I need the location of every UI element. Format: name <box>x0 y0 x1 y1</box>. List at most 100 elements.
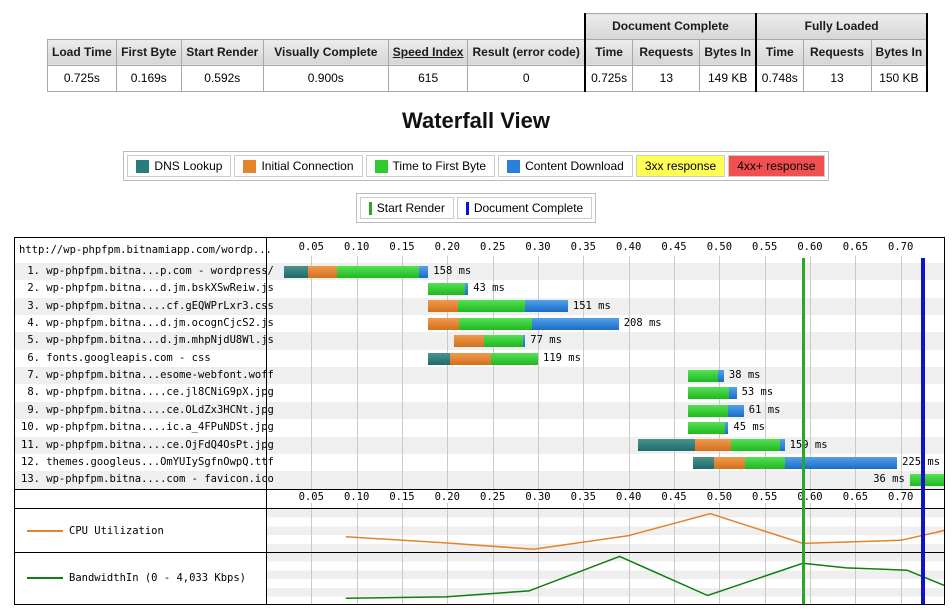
request-label: 10. wp-phpfpm.bitna....ic.a_4FPuNDSt.jpg <box>21 421 274 434</box>
page-title: Waterfall View <box>402 108 550 133</box>
section-divider <box>15 552 944 553</box>
content-download-swatch <box>507 159 521 173</box>
cpu-line-swatch <box>27 529 63 532</box>
col-dc-requests: Requests <box>632 38 701 66</box>
col-speed-index[interactable]: Speed Index <box>387 38 469 66</box>
request-row-stripe <box>15 263 944 281</box>
waterfall-bar-download <box>724 421 729 434</box>
waterfall-bar-ttfb <box>490 352 538 365</box>
time-axis-label-top: 0.10 <box>344 241 370 253</box>
waterfall-bar-connect <box>428 300 459 313</box>
time-axis-label-top: 0.65 <box>842 241 869 253</box>
gridline <box>674 256 675 604</box>
val-dc-time: 0.725s <box>583 64 634 92</box>
waterfall-chart: http://wp-phpfpm.bitnamiapp.com/wordp...… <box>14 237 945 605</box>
waterfall-bar-download <box>525 300 568 313</box>
request-time-label: 208 ms <box>623 317 662 330</box>
waterfall-bar-connect <box>453 335 484 348</box>
val-fl-bytes: 150 KB <box>870 64 929 92</box>
val-dc-requests: 13 <box>632 64 701 92</box>
time-axis-label-bottom: 0.30 <box>523 491 553 503</box>
time-to-first-byte-swatch <box>374 159 388 173</box>
legend-label: Time to First Byte <box>392 159 487 173</box>
time-axis-label-bottom: 0.35 <box>568 491 599 503</box>
val-first-byte: 0.169s <box>115 64 182 92</box>
document-complete-tick-icon <box>465 201 469 215</box>
time-axis-label-top: 0.15 <box>389 241 415 253</box>
bandwidth-in-label: BandwidthIn (0 - 4,033 Kbps) <box>15 553 265 603</box>
val-result-code: 0 <box>467 64 586 92</box>
request-label: 3. wp-phpfpm.bitna....cf.gEQWPrLxr3.css <box>21 299 274 312</box>
gridline <box>447 256 449 604</box>
section-divider <box>15 489 944 490</box>
waterfall-bar-dns <box>284 265 308 278</box>
legend-start-render: Start Render <box>359 197 454 219</box>
waterfall-bar-download <box>784 456 897 469</box>
legend-label: DNS Lookup <box>154 159 223 173</box>
legend-4xx-response: 4xx+ response <box>728 155 825 177</box>
request-label: 5. wp-phpfpm.bitna...d.jm.mhpNjdU8Wl.js <box>21 334 274 347</box>
waterfall-bar-dns <box>428 352 451 365</box>
summary-group-spacer <box>47 13 585 39</box>
gridline <box>764 256 766 604</box>
gridline <box>311 256 313 604</box>
time-axis-label-bottom: 0.60 <box>795 491 825 503</box>
time-axis-label-bottom: 0.65 <box>840 491 871 503</box>
legend-label: Initial Connection <box>261 159 354 173</box>
time-axis-label-bottom: 0.05 <box>296 491 327 503</box>
waterfall-bar-connect <box>307 265 337 278</box>
request-label: 13. wp-phpfpm.bitna....com - favicon.ico <box>21 473 274 486</box>
legend-content-download: Content Download <box>498 155 633 177</box>
legend-label: 3xx response <box>644 159 717 173</box>
request-time-label: 119 ms <box>543 351 581 364</box>
request-time-label: 225 ms <box>902 455 941 468</box>
waterfall-url-header: http://wp-phpfpm.bitnamiapp.com/wordp... <box>19 244 272 256</box>
val-fl-time: 0.748s <box>755 64 804 92</box>
gridline <box>583 256 585 604</box>
segment-legend-box: DNS Lookup Initial Connection Time to Fi… <box>123 151 829 181</box>
waterfall-bar-ttfb <box>687 404 729 417</box>
time-axis-label-top: 0.20 <box>434 241 460 253</box>
initial-connection-swatch <box>243 159 257 173</box>
waterfall-bar-download <box>419 265 429 278</box>
waterfall-bar-ttfb <box>909 473 944 486</box>
waterfall-bar-ttfb <box>336 265 420 278</box>
bandwidth-in-line <box>345 555 944 599</box>
legend-label: Start Render <box>376 201 445 215</box>
waterfall-bar-ttfb <box>687 369 719 382</box>
legend-initial-connection: Initial Connection <box>234 155 363 177</box>
waterfall-bar-connect <box>713 456 745 469</box>
col-fl-bytes: Bytes In <box>870 38 929 66</box>
request-time-label: 45 ms <box>733 421 765 434</box>
waterfall-bar-download <box>718 369 724 382</box>
time-axis-label-bottom: 0.10 <box>341 491 372 503</box>
request-label: 2. wp-phpfpm.bitna...d.jm.bskXSwReiw.js <box>21 282 274 295</box>
gridline <box>810 256 811 604</box>
col-fl-time: Time <box>755 38 804 66</box>
request-label: 8. wp-phpfpm.bitna....ce.jl8CNiG9pX.jpg <box>21 386 274 399</box>
section-divider <box>15 508 944 509</box>
time-axis-label-top: 0.45 <box>661 241 687 253</box>
col-dc-bytes: Bytes In <box>699 38 757 66</box>
waterfall-bar-download <box>729 387 737 400</box>
waterfall-bar-ttfb <box>428 283 465 296</box>
request-time-label: 151 ms <box>572 299 611 312</box>
legend-time-to-first-byte: Time to First Byte <box>365 155 496 177</box>
request-time-label: 158 ms <box>433 265 472 277</box>
val-start-render: 0.592s <box>180 64 264 92</box>
request-label: 7. wp-phpfpm.bitna...esome-webfont.woff <box>21 369 274 382</box>
waterfall-bar-download <box>531 317 619 330</box>
time-axis-label-top: 0.50 <box>706 241 733 253</box>
request-label: 6. fonts.googleapis.com - css <box>21 351 211 364</box>
start-render-tick-icon <box>368 201 372 215</box>
val-fl-requests: 13 <box>802 64 872 92</box>
request-row-stripe <box>15 280 944 298</box>
col-load-time: Load Time <box>47 38 117 66</box>
dns-lookup-swatch <box>136 159 150 173</box>
legend-label: Document Complete <box>473 201 584 215</box>
val-dc-bytes: 149 KB <box>699 64 757 92</box>
document-complete-line <box>921 258 926 604</box>
waterfall-bar-download <box>728 404 744 417</box>
marker-legend: Start Render Document Complete <box>0 193 952 223</box>
waterfall-bar-dns <box>637 439 695 452</box>
